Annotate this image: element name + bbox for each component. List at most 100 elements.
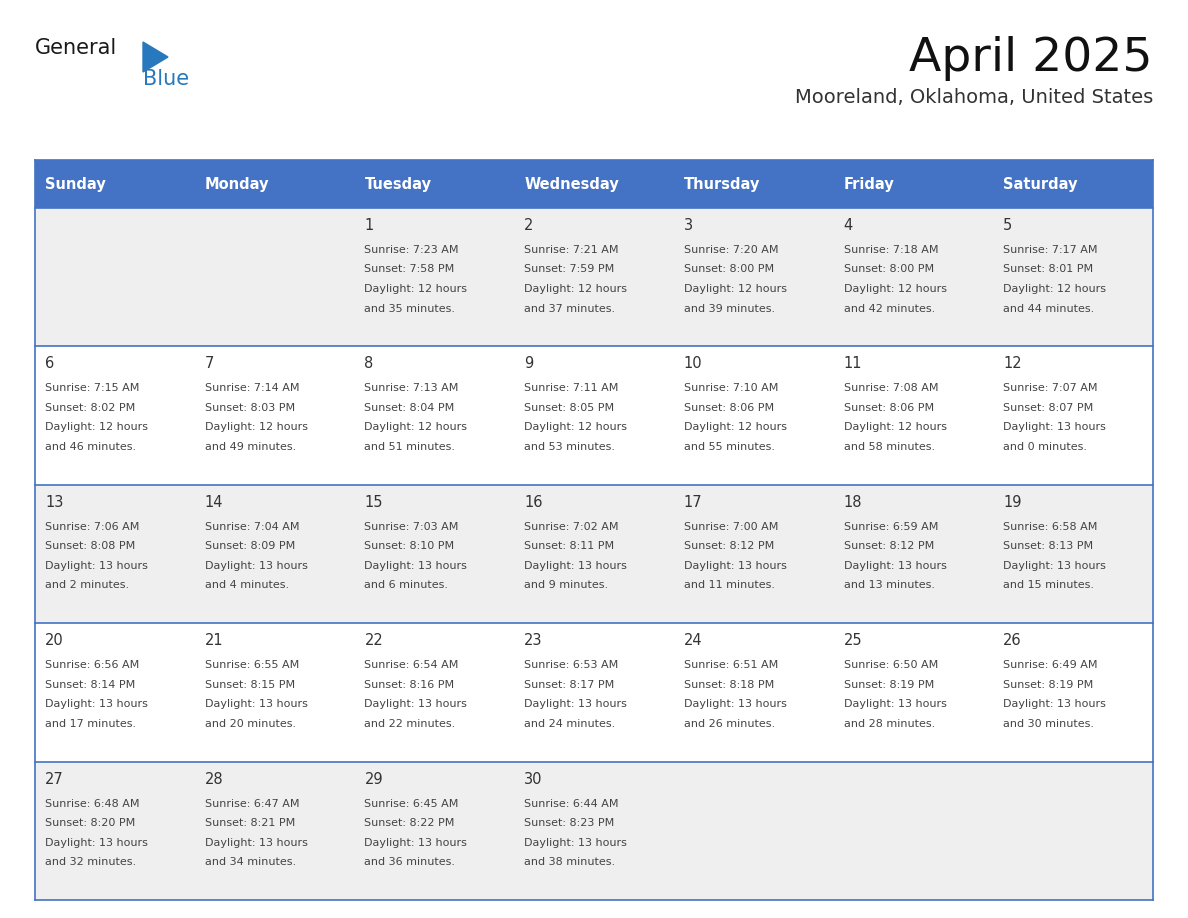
Text: Sunrise: 7:06 AM: Sunrise: 7:06 AM (45, 521, 139, 532)
Text: 22: 22 (365, 633, 384, 648)
Text: Sunset: 8:15 PM: Sunset: 8:15 PM (204, 679, 295, 689)
Text: Sunset: 8:16 PM: Sunset: 8:16 PM (365, 679, 455, 689)
Text: 15: 15 (365, 495, 383, 509)
Text: and 20 minutes.: and 20 minutes. (204, 719, 296, 729)
Text: Sunrise: 6:58 AM: Sunrise: 6:58 AM (1004, 521, 1098, 532)
Text: Sunrise: 7:02 AM: Sunrise: 7:02 AM (524, 521, 619, 532)
Text: Daylight: 13 hours: Daylight: 13 hours (365, 700, 467, 710)
Text: Sunrise: 6:54 AM: Sunrise: 6:54 AM (365, 660, 459, 670)
Text: Sunrise: 6:51 AM: Sunrise: 6:51 AM (684, 660, 778, 670)
Text: 4: 4 (843, 218, 853, 233)
Text: 26: 26 (1004, 633, 1022, 648)
Text: Sunrise: 7:15 AM: Sunrise: 7:15 AM (45, 384, 139, 394)
Text: Daylight: 13 hours: Daylight: 13 hours (843, 561, 947, 571)
Text: Sunset: 8:13 PM: Sunset: 8:13 PM (1004, 542, 1093, 552)
Text: Sunset: 8:11 PM: Sunset: 8:11 PM (524, 542, 614, 552)
Text: and 49 minutes.: and 49 minutes. (204, 442, 296, 452)
Text: and 46 minutes.: and 46 minutes. (45, 442, 137, 452)
Text: Sunset: 8:17 PM: Sunset: 8:17 PM (524, 679, 614, 689)
Text: Sunrise: 7:13 AM: Sunrise: 7:13 AM (365, 384, 459, 394)
Text: Sunrise: 7:00 AM: Sunrise: 7:00 AM (684, 521, 778, 532)
Text: Sunset: 8:10 PM: Sunset: 8:10 PM (365, 542, 455, 552)
Text: Daylight: 13 hours: Daylight: 13 hours (524, 561, 627, 571)
Text: Daylight: 12 hours: Daylight: 12 hours (204, 422, 308, 432)
Bar (34, 485, 195, 623)
Text: Daylight: 12 hours: Daylight: 12 hours (365, 284, 467, 294)
Text: Sunset: 7:59 PM: Sunset: 7:59 PM (524, 264, 614, 274)
Text: 3: 3 (684, 218, 693, 233)
Text: Daylight: 13 hours: Daylight: 13 hours (365, 561, 467, 571)
Text: Sunset: 8:00 PM: Sunset: 8:00 PM (843, 264, 934, 274)
Bar (195, 346, 354, 485)
Text: and 26 minutes.: and 26 minutes. (684, 719, 775, 729)
Text: Daylight: 13 hours: Daylight: 13 hours (204, 837, 308, 847)
Text: and 15 minutes.: and 15 minutes. (1004, 580, 1094, 590)
Text: Daylight: 13 hours: Daylight: 13 hours (684, 700, 786, 710)
Text: Sunset: 8:22 PM: Sunset: 8:22 PM (365, 818, 455, 828)
Text: Mooreland, Oklahoma, United States: Mooreland, Oklahoma, United States (795, 88, 1154, 107)
Bar (834, 762, 993, 900)
Text: Sunrise: 7:17 AM: Sunrise: 7:17 AM (1004, 245, 1098, 255)
Text: Sunset: 8:01 PM: Sunset: 8:01 PM (1004, 264, 1093, 274)
Text: Daylight: 12 hours: Daylight: 12 hours (1004, 284, 1106, 294)
Text: Daylight: 13 hours: Daylight: 13 hours (524, 837, 627, 847)
Text: Daylight: 13 hours: Daylight: 13 hours (365, 837, 467, 847)
Text: Daylight: 12 hours: Daylight: 12 hours (524, 422, 627, 432)
Bar (34, 346, 195, 485)
Text: Sunrise: 6:56 AM: Sunrise: 6:56 AM (45, 660, 139, 670)
Text: Sunset: 8:12 PM: Sunset: 8:12 PM (684, 542, 775, 552)
Bar (674, 623, 834, 762)
Bar (195, 160, 354, 208)
Text: Sunrise: 6:44 AM: Sunrise: 6:44 AM (524, 799, 619, 809)
Text: 7: 7 (204, 356, 214, 372)
Bar (514, 762, 674, 900)
Text: 30: 30 (524, 772, 543, 787)
Text: and 44 minutes.: and 44 minutes. (1004, 304, 1094, 314)
Text: and 32 minutes.: and 32 minutes. (45, 857, 137, 868)
Text: Daylight: 13 hours: Daylight: 13 hours (45, 837, 147, 847)
Text: 5: 5 (1004, 218, 1012, 233)
Bar (674, 346, 834, 485)
Text: and 34 minutes.: and 34 minutes. (204, 857, 296, 868)
Text: Sunset: 8:14 PM: Sunset: 8:14 PM (45, 679, 135, 689)
Bar (354, 160, 514, 208)
Bar (514, 485, 674, 623)
Text: and 51 minutes.: and 51 minutes. (365, 442, 455, 452)
Bar (514, 346, 674, 485)
Bar (354, 623, 514, 762)
Text: Daylight: 12 hours: Daylight: 12 hours (843, 422, 947, 432)
Text: Blue: Blue (143, 69, 189, 89)
Bar (993, 762, 1154, 900)
Text: and 53 minutes.: and 53 minutes. (524, 442, 615, 452)
Text: Sunrise: 6:47 AM: Sunrise: 6:47 AM (204, 799, 299, 809)
Text: 14: 14 (204, 495, 223, 509)
Text: 20: 20 (45, 633, 64, 648)
Text: and 13 minutes.: and 13 minutes. (843, 580, 935, 590)
Text: and 2 minutes.: and 2 minutes. (45, 580, 129, 590)
Text: 21: 21 (204, 633, 223, 648)
Bar (834, 208, 993, 346)
Bar (993, 623, 1154, 762)
Text: Sunrise: 6:45 AM: Sunrise: 6:45 AM (365, 799, 459, 809)
Text: Sunrise: 6:53 AM: Sunrise: 6:53 AM (524, 660, 619, 670)
Text: Sunday: Sunday (45, 176, 106, 192)
Text: Daylight: 13 hours: Daylight: 13 hours (1004, 700, 1106, 710)
Text: Sunrise: 7:18 AM: Sunrise: 7:18 AM (843, 245, 939, 255)
Text: 10: 10 (684, 356, 702, 372)
Text: Sunrise: 7:14 AM: Sunrise: 7:14 AM (204, 384, 299, 394)
Text: 13: 13 (45, 495, 63, 509)
Text: and 35 minutes.: and 35 minutes. (365, 304, 455, 314)
Text: Sunset: 7:58 PM: Sunset: 7:58 PM (365, 264, 455, 274)
Bar (834, 160, 993, 208)
Bar (514, 208, 674, 346)
Text: 25: 25 (843, 633, 862, 648)
Bar (993, 485, 1154, 623)
Text: Sunset: 8:18 PM: Sunset: 8:18 PM (684, 679, 775, 689)
Text: and 38 minutes.: and 38 minutes. (524, 857, 615, 868)
Text: Sunrise: 7:10 AM: Sunrise: 7:10 AM (684, 384, 778, 394)
Text: Daylight: 13 hours: Daylight: 13 hours (1004, 561, 1106, 571)
Bar (34, 208, 195, 346)
Bar (195, 208, 354, 346)
Text: and 0 minutes.: and 0 minutes. (1004, 442, 1087, 452)
Bar (34, 160, 195, 208)
